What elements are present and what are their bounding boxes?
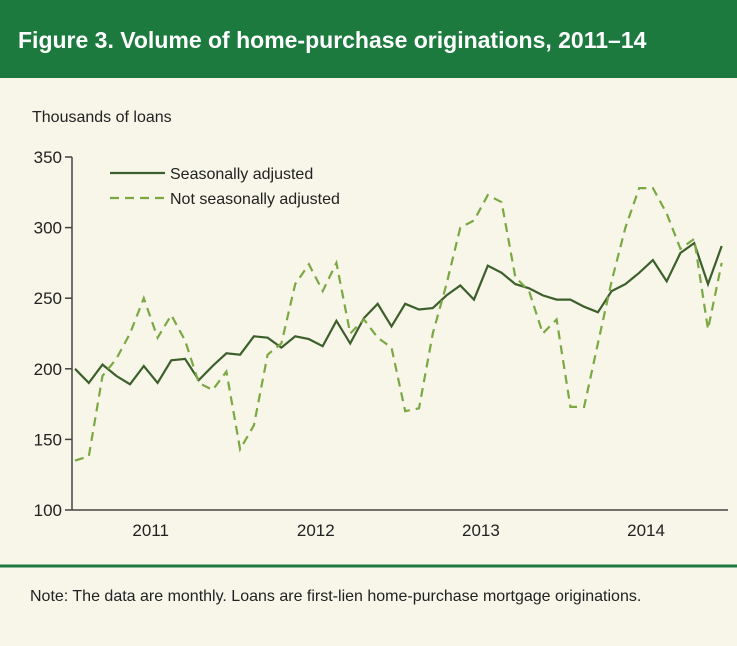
y-tick-label: 150 xyxy=(34,430,62,449)
series-line xyxy=(74,187,723,462)
series-line xyxy=(74,241,723,386)
x-tick-label: 2013 xyxy=(462,521,500,540)
y-axis-label: Thousands of loans xyxy=(32,109,172,126)
y-tick-label: 200 xyxy=(34,360,62,379)
y-tick-label: 300 xyxy=(34,219,62,238)
legend-label: Seasonally adjusted xyxy=(170,166,313,183)
x-tick-label: 2012 xyxy=(297,521,335,540)
y-tick-label: 350 xyxy=(34,148,62,167)
chart-title: Figure 3. Volume of home-purchase origin… xyxy=(18,27,647,53)
legend-label: Not seasonally adjusted xyxy=(170,191,340,208)
header-bar xyxy=(0,0,737,78)
x-tick-label: 2011 xyxy=(132,521,169,540)
x-tick-label: 2014 xyxy=(627,521,665,540)
y-tick-label: 100 xyxy=(34,501,62,520)
y-tick-label: 250 xyxy=(34,289,62,308)
note: Note: The data are monthly. Loans are fi… xyxy=(30,588,642,605)
